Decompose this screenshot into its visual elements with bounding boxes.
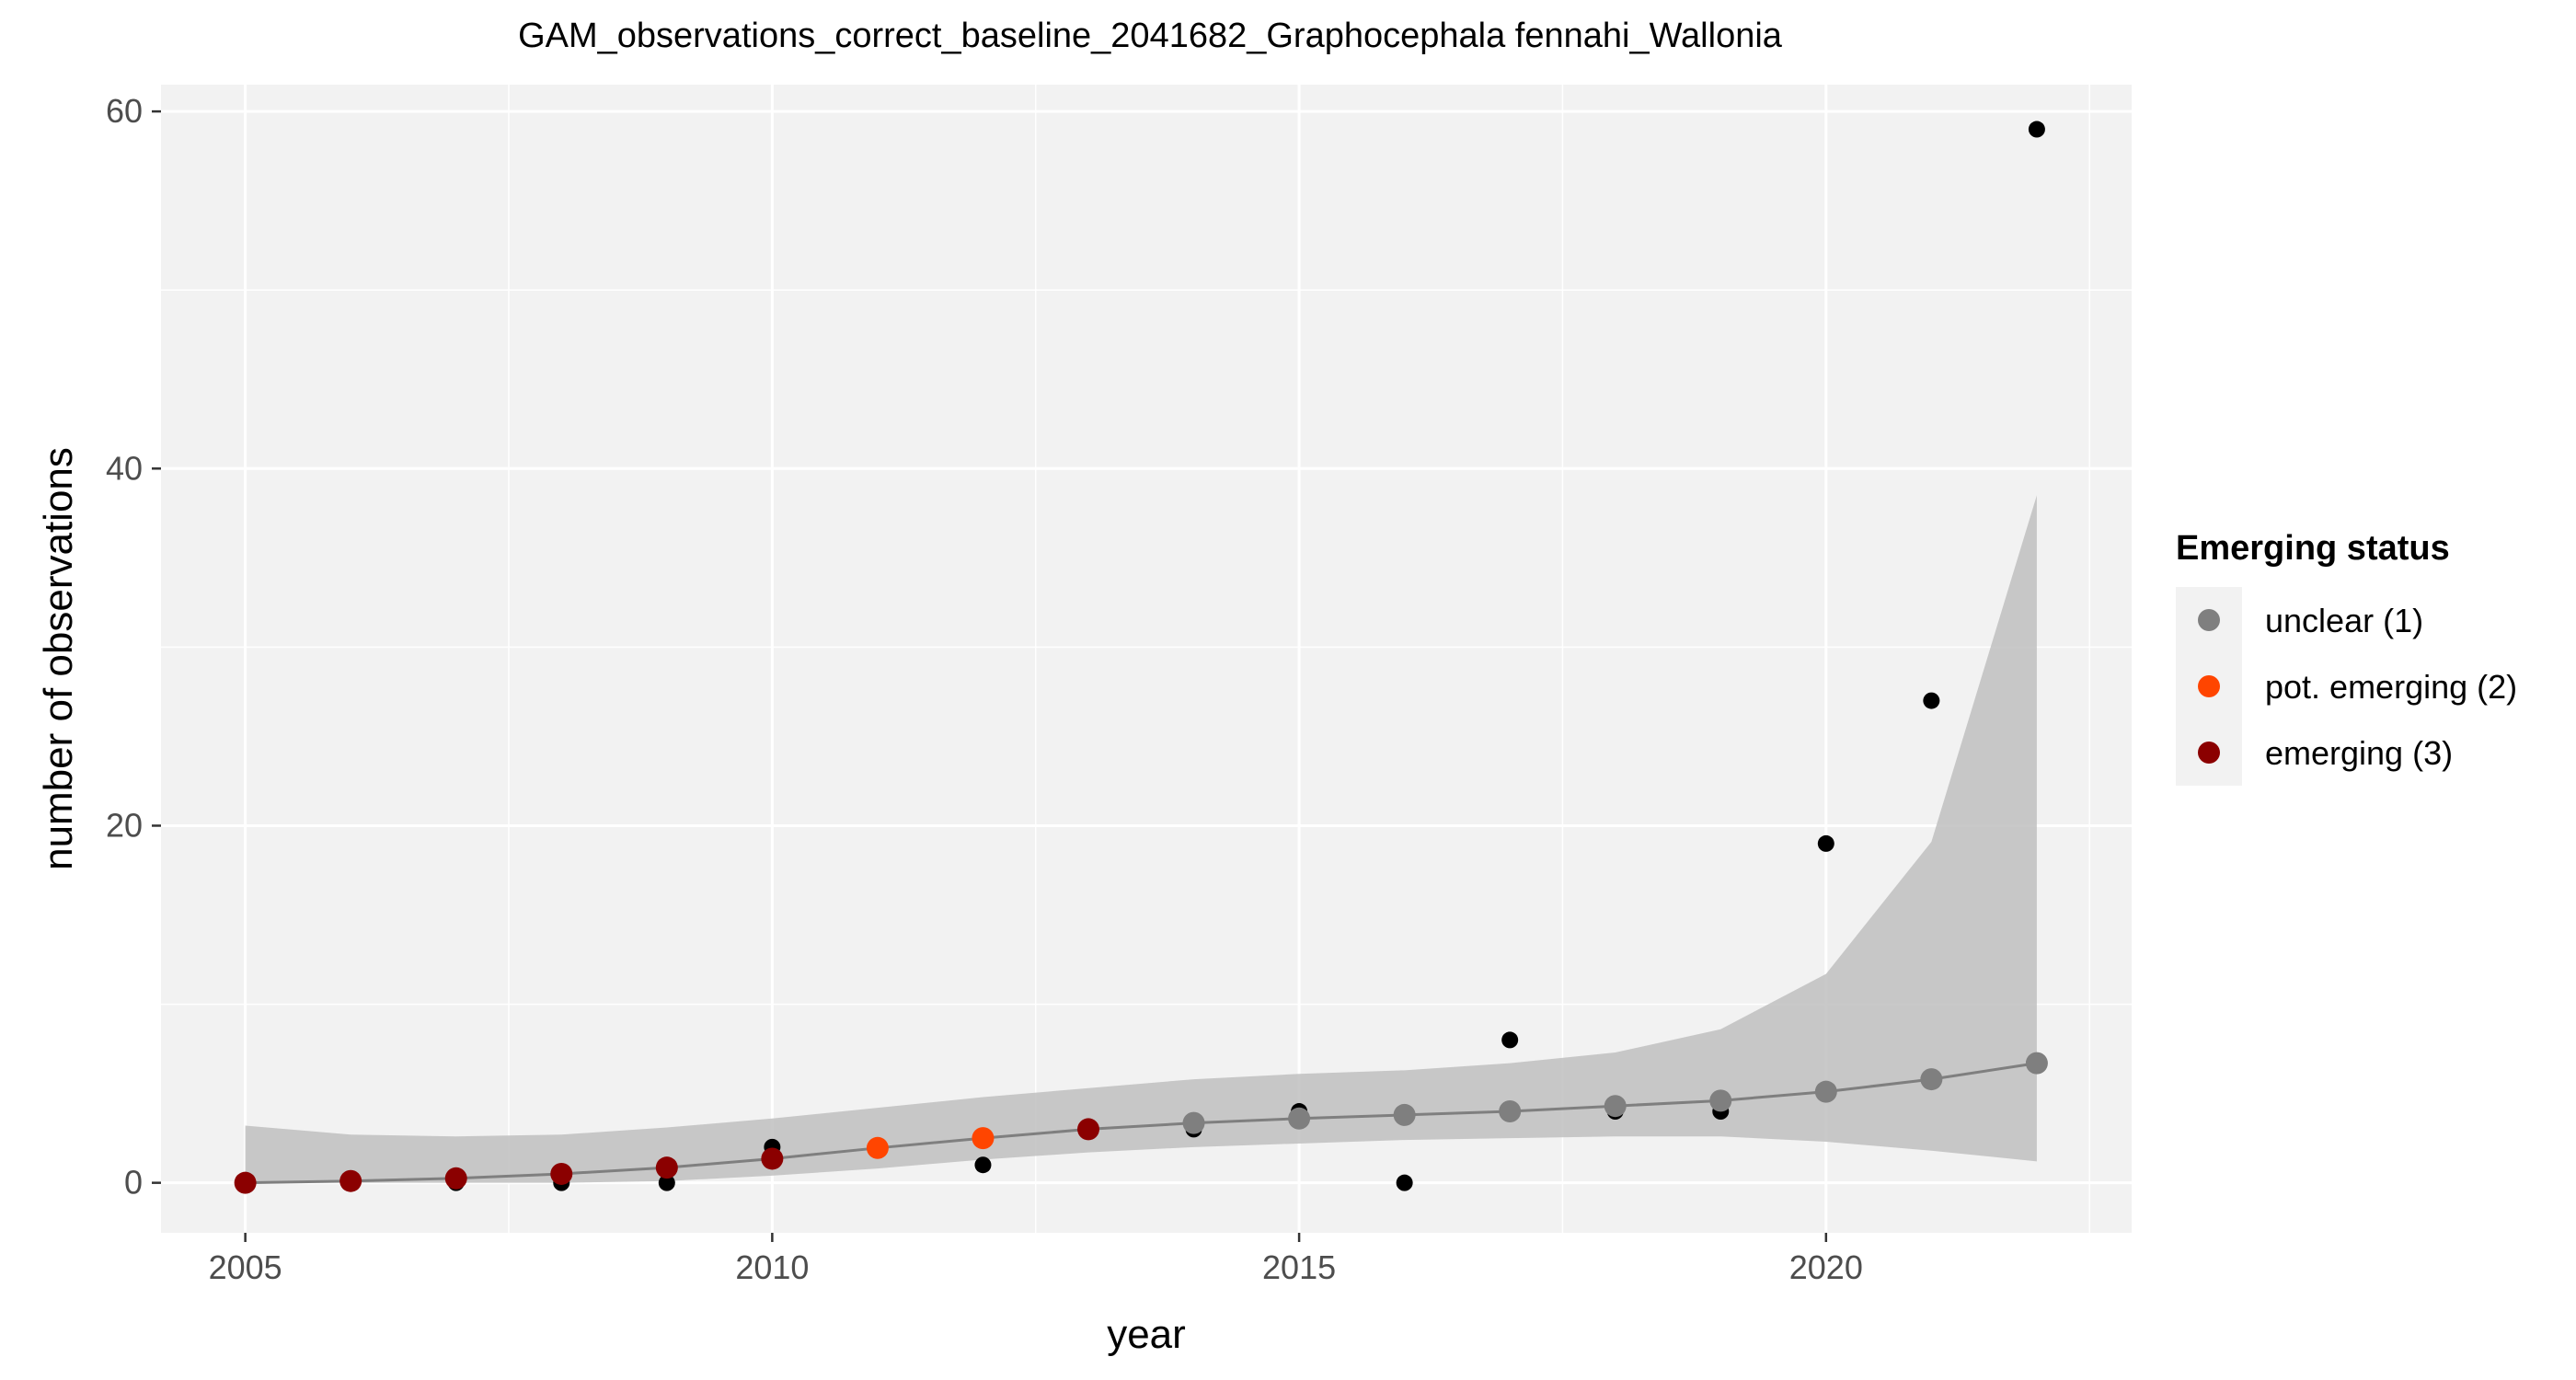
y-tick-label: 40 bbox=[106, 449, 143, 487]
observation-point bbox=[658, 1174, 675, 1191]
fit-status-point bbox=[761, 1147, 784, 1170]
legend-label-3: emerging (3) bbox=[2265, 734, 2453, 772]
x-tick-label: 2020 bbox=[1789, 1248, 1863, 1286]
fit-status-point bbox=[2025, 1052, 2048, 1075]
fit-status-point bbox=[1604, 1095, 1627, 1118]
legend-label-2: pot. emerging (2) bbox=[2265, 668, 2517, 706]
chart-title: GAM_observations_correct_baseline_204168… bbox=[518, 17, 1782, 55]
fit-status-point bbox=[339, 1169, 362, 1192]
fit-status-point bbox=[972, 1127, 995, 1150]
x-tick-label: 2010 bbox=[735, 1248, 809, 1286]
fit-line-group bbox=[245, 1062, 2038, 1185]
observation-point bbox=[1923, 692, 1940, 709]
confidence-band bbox=[245, 495, 2037, 1183]
fit-status-point bbox=[1288, 1107, 1311, 1130]
observation-point bbox=[1501, 1031, 1519, 1049]
y-axis-title: number of observations bbox=[36, 447, 81, 870]
legend-title: Emerging status bbox=[2176, 529, 2450, 568]
fit-status-point bbox=[444, 1167, 467, 1190]
fit-status-point bbox=[234, 1171, 257, 1194]
y-tick-label: 20 bbox=[106, 806, 143, 844]
axes: 2005 2010 2015 2020 0 20 40 60 bbox=[106, 92, 1863, 1286]
fit-line bbox=[245, 1062, 2038, 1185]
observation-point bbox=[974, 1156, 992, 1174]
observation-point bbox=[2028, 121, 2045, 138]
fit-status-points bbox=[234, 1052, 2048, 1194]
fit-status-point bbox=[1920, 1068, 1943, 1091]
legend-label-1: unclear (1) bbox=[2265, 602, 2423, 639]
legend-key-2 bbox=[2198, 675, 2220, 697]
fit-status-point bbox=[1182, 1111, 1205, 1134]
fit-status-point bbox=[1709, 1089, 1732, 1112]
fit-status-point bbox=[550, 1162, 573, 1185]
confidence-band-group bbox=[245, 495, 2037, 1183]
fit-status-point bbox=[655, 1156, 678, 1179]
x-tick-label: 2005 bbox=[209, 1248, 282, 1286]
legend-key-1 bbox=[2198, 609, 2220, 631]
y-tick-label: 0 bbox=[124, 1164, 143, 1202]
fit-status-point bbox=[1814, 1080, 1837, 1103]
major-gridlines bbox=[161, 85, 2132, 1233]
x-axis-title: year bbox=[1107, 1312, 1186, 1357]
fit-status-point bbox=[1499, 1100, 1522, 1123]
legend-key-3 bbox=[2198, 742, 2220, 764]
x-tick-label: 2015 bbox=[1262, 1248, 1336, 1286]
fit-status-point bbox=[1393, 1103, 1416, 1126]
minor-gridlines bbox=[161, 85, 2132, 1233]
observation-point bbox=[1396, 1174, 1413, 1191]
legend: Emerging status unclear (1) pot. emerging… bbox=[2176, 529, 2517, 786]
fit-status-point bbox=[866, 1136, 889, 1159]
observation-point bbox=[1817, 834, 1834, 852]
y-tick-label: 60 bbox=[106, 92, 143, 130]
fit-status-point bbox=[1077, 1118, 1099, 1141]
